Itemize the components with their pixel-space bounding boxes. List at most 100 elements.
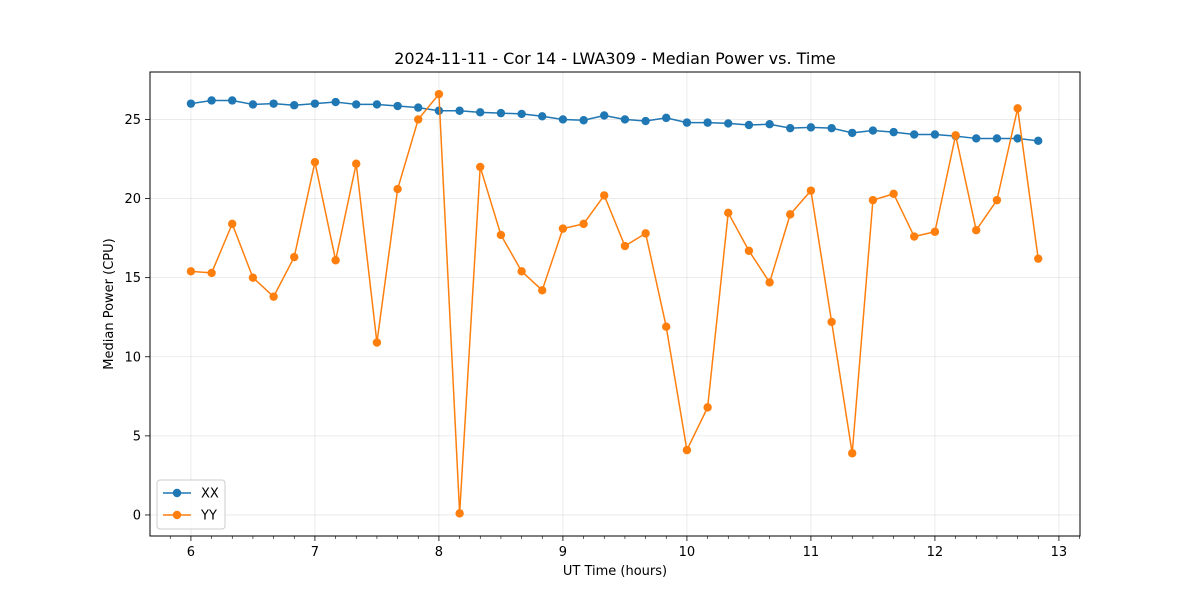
data-point-xx	[186, 99, 196, 108]
data-point-xx	[662, 113, 671, 123]
y-tick-label: 15	[124, 271, 141, 286]
data-point-xx	[538, 112, 547, 121]
data-point-yy	[290, 252, 299, 262]
x-tick-label: 8	[435, 545, 443, 560]
x-tick-label: 12	[927, 545, 944, 560]
data-point-yy	[310, 157, 320, 167]
series-yy	[186, 89, 1043, 518]
data-point-yy	[352, 159, 361, 168]
data-point-xx	[248, 100, 258, 109]
data-point-xx	[290, 101, 299, 110]
data-point-yy	[724, 208, 733, 217]
data-point-yy	[786, 210, 795, 219]
data-point-xx	[1034, 136, 1043, 146]
data-point-yy	[434, 89, 444, 99]
data-point-yy	[476, 162, 485, 172]
y-tick-label: 5	[133, 429, 141, 444]
legend-items: XX YY	[163, 487, 219, 524]
data-point-yy	[641, 229, 650, 238]
data-point-yy	[910, 232, 919, 241]
y-tick-label: 10	[124, 350, 141, 365]
data-point-yy	[806, 186, 816, 195]
data-point-yy	[868, 195, 878, 205]
data-point-xx	[889, 127, 898, 137]
legend-item-xx: XX	[163, 487, 219, 502]
data-point-yy	[517, 267, 526, 276]
data-point-xx	[517, 109, 526, 119]
chart-title: 2024-11-11 - Cor 14 - LWA309 - Median Po…	[394, 49, 836, 68]
data-point-yy	[620, 241, 630, 251]
data-point-yy	[414, 115, 423, 124]
data-point-yy	[744, 246, 754, 255]
data-point-xx	[496, 108, 506, 118]
data-point-xx	[910, 130, 919, 139]
y-axis-label: Median Power (CPU)	[102, 238, 117, 369]
x-tick-label: 11	[803, 545, 820, 560]
legend-marker	[172, 488, 182, 498]
data-point-yy	[992, 195, 1002, 205]
grid	[150, 72, 1080, 536]
data-point-yy	[827, 317, 836, 327]
data-point-yy	[848, 449, 857, 458]
legend-item-yy: YY	[163, 509, 217, 524]
ticks: 6 7 8 9 10 11 12 13 0 5 10 15 20 25	[124, 113, 1080, 560]
data-point-xx	[228, 96, 237, 105]
legend: XX YY	[156, 479, 226, 530]
data-point-yy	[372, 338, 382, 347]
data-point-xx	[600, 111, 609, 120]
data-point-xx	[972, 134, 981, 143]
data-point-yy	[496, 230, 506, 240]
data-point-xx	[806, 123, 816, 132]
plot-frame	[149, 71, 1081, 537]
series-line-yy	[190, 93, 1039, 515]
data-point-yy	[600, 191, 609, 200]
data-point-yy	[455, 509, 464, 518]
data-point-yy	[765, 278, 774, 287]
data-point-xx	[372, 100, 382, 109]
data-point-xx	[579, 116, 588, 125]
series-group	[186, 89, 1043, 518]
data-point-xx	[703, 118, 712, 127]
data-point-xx	[331, 97, 340, 107]
data-point-yy	[1034, 254, 1043, 263]
x-tick-label: 13	[1051, 545, 1068, 560]
data-point-yy	[951, 131, 960, 140]
data-point-yy	[703, 403, 712, 412]
series-xx	[186, 96, 1043, 146]
data-point-xx	[992, 134, 1002, 143]
data-point-yy	[228, 219, 237, 229]
data-point-yy	[558, 224, 568, 233]
data-point-yy	[579, 219, 588, 229]
x-tick-label: 10	[679, 545, 696, 560]
data-point-yy	[269, 292, 278, 301]
data-point-xx	[641, 116, 650, 126]
data-point-xx	[744, 120, 754, 130]
data-point-xx	[848, 128, 857, 138]
data-point-yy	[186, 267, 196, 276]
data-point-xx	[930, 130, 940, 139]
data-point-xx	[352, 100, 361, 109]
data-point-xx	[207, 96, 216, 105]
legend-label: XX	[201, 487, 219, 502]
data-point-xx	[393, 101, 402, 111]
y-tick-label: 25	[124, 113, 141, 128]
data-point-xx	[868, 126, 878, 135]
data-point-xx	[558, 115, 568, 124]
data-point-xx	[1013, 134, 1022, 143]
data-point-yy	[682, 445, 692, 455]
data-point-xx	[455, 106, 464, 115]
y-tick-label: 0	[133, 508, 141, 523]
y-tick-label: 20	[124, 192, 141, 207]
data-point-yy	[331, 256, 340, 265]
data-point-yy	[930, 227, 940, 236]
data-point-xx	[269, 99, 278, 108]
data-point-yy	[538, 286, 547, 295]
x-tick-label: 7	[311, 545, 319, 560]
data-point-xx	[724, 119, 733, 128]
data-point-yy	[248, 273, 258, 282]
data-point-yy	[662, 322, 671, 331]
data-point-xx	[414, 103, 423, 112]
data-point-yy	[393, 184, 402, 194]
data-point-xx	[434, 106, 444, 115]
